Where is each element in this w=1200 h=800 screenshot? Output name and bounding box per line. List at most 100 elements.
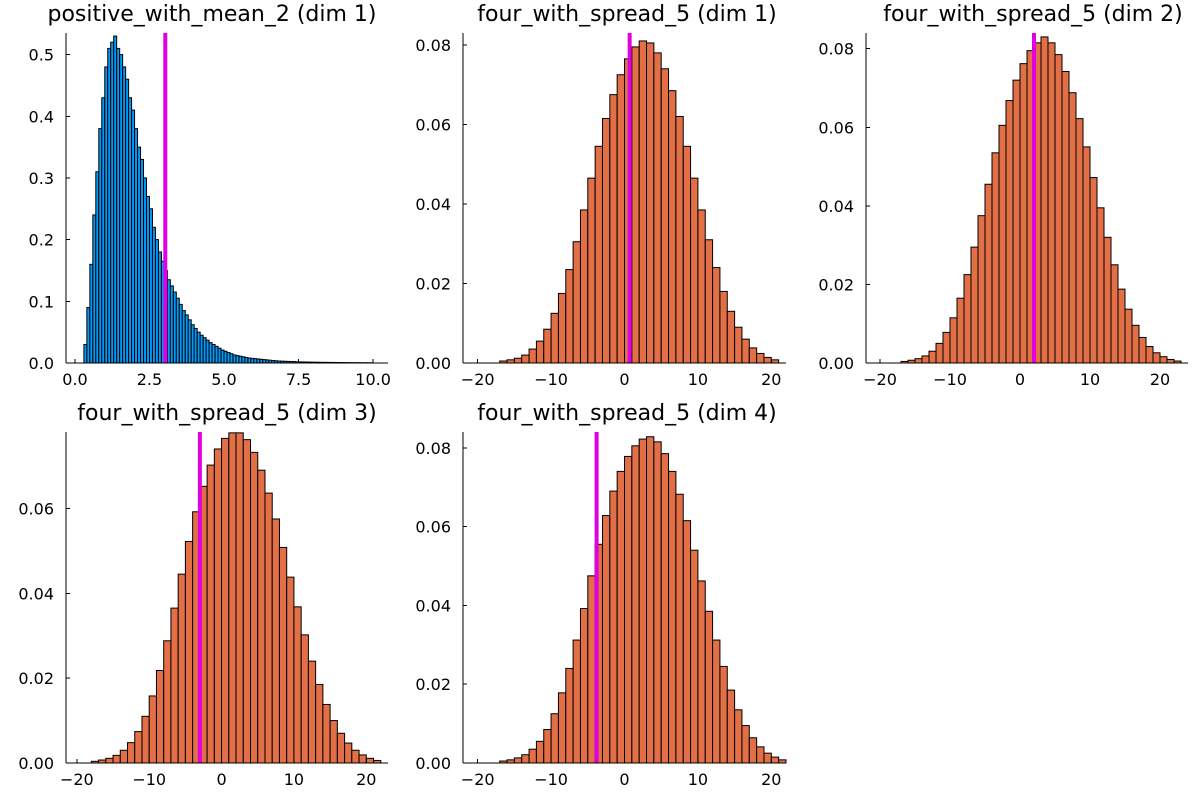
histogram-bar	[1005, 100, 1014, 364]
histogram-bar	[984, 183, 993, 364]
histogram-bar	[668, 90, 677, 364]
histogram-bar	[741, 338, 750, 364]
x-tick-label: 7.5	[286, 370, 311, 389]
histogram-bar	[942, 331, 951, 364]
histogram-panel: −20 −10 0 10 20 0.00 0.02 0.04 0.06 four_with_spr…	[18, 401, 388, 789]
histogram-bar	[344, 742, 353, 764]
histogram-bar	[697, 580, 706, 764]
histogram-bar	[293, 606, 302, 764]
histogram-bar	[741, 725, 750, 764]
histogram-bar	[956, 297, 965, 364]
histogram-bar	[1124, 308, 1133, 364]
histogram-bar	[719, 665, 728, 764]
histogram-bar	[977, 215, 986, 364]
histogram-bar	[609, 94, 618, 364]
histogram-bar	[543, 729, 552, 764]
histogram-bar	[1054, 54, 1063, 364]
histogram-bar	[513, 757, 523, 764]
y-tick-label: 0.02	[415, 274, 451, 293]
histogram-bar	[682, 520, 692, 764]
histogram-bar	[528, 748, 537, 764]
x-tick-label: 0	[619, 370, 629, 389]
x-tick-label: 20	[1150, 370, 1170, 389]
histogram-bar	[521, 754, 530, 764]
histogram-bar	[1117, 288, 1126, 364]
histogram-bar	[572, 639, 581, 764]
histogram-bar	[624, 455, 633, 764]
histogram-bar	[921, 355, 930, 364]
y-tick-label: 0.02	[818, 275, 854, 294]
histogram-bar	[660, 453, 670, 764]
y-tick-label: 0.04	[818, 197, 854, 216]
histogram-bar	[712, 639, 721, 764]
histogram-bar	[148, 695, 157, 764]
y-tick-label: 0.08	[415, 439, 451, 458]
x-tick-label: 0	[216, 770, 226, 789]
histogram-bar	[726, 310, 736, 364]
histogram-bar	[579, 209, 589, 364]
chart-title: four_with_spread_5 (dim 2)	[883, 2, 1183, 27]
histogram-bar	[935, 342, 944, 364]
histogram-bar	[565, 269, 574, 364]
x-tick-label: −20	[461, 370, 495, 389]
histogram-bar	[1082, 146, 1091, 364]
histogram-bar	[351, 749, 360, 764]
histogram-bar	[257, 469, 266, 764]
histogram-bar	[543, 328, 552, 364]
histogram-bar	[1159, 356, 1168, 364]
x-tick-label: 10	[688, 770, 708, 789]
x-tick-label: 10.0	[355, 370, 391, 389]
x-tick-label: 5.0	[211, 370, 236, 389]
histogram-bar	[155, 669, 165, 764]
histogram-bar	[675, 115, 684, 364]
histogram-bar	[1040, 36, 1049, 364]
histogram-panel: −20 −10 0 10 20 0.00 0.02 0.04 0.06 0.08 four_with…	[415, 401, 787, 789]
y-tick-label: 0.4	[29, 107, 54, 126]
histogram-bar	[991, 152, 1000, 364]
histogram-bar	[712, 267, 721, 364]
histogram-bar	[763, 752, 772, 764]
histogram-bar	[1068, 92, 1077, 364]
histogram-bar	[970, 246, 979, 364]
histogram-bar	[704, 239, 714, 364]
x-tick-label: 20	[356, 770, 376, 789]
histogram-bar	[365, 757, 375, 764]
histogram-bar	[734, 326, 743, 364]
histogram-bar	[1152, 352, 1161, 364]
histogram-bar	[177, 573, 186, 764]
histogram-bar	[682, 145, 692, 364]
y-tick-label: 0.06	[18, 499, 54, 518]
histogram-bar	[646, 436, 655, 764]
histogram-bar	[184, 540, 194, 764]
histogram-bar	[358, 754, 367, 764]
histogram-panel: −20 −10 0 10 20 0.00 0.02 0.04 0.06 0.08 four_with…	[415, 2, 786, 389]
histogram-bar	[228, 432, 237, 764]
histogram-bar	[105, 757, 114, 764]
x-tick-label: 0.0	[62, 370, 87, 389]
histogram-bars	[499, 436, 787, 764]
histogram-bars	[83, 35, 374, 364]
histogram-bar	[668, 470, 677, 764]
histogram-bar	[587, 177, 596, 364]
histogram-bar	[572, 241, 581, 364]
histogram-bar	[119, 749, 129, 764]
histogram-bar	[112, 754, 121, 764]
histogram-bar	[513, 357, 523, 364]
histogram-bar	[949, 317, 958, 364]
histogram-bar	[521, 354, 530, 364]
histogram-bar	[271, 518, 280, 764]
y-tick-label: 0.00	[818, 354, 854, 373]
y-tick-label: 0.00	[415, 354, 451, 373]
histogram-bar	[535, 740, 545, 764]
histogram-bar	[141, 715, 150, 764]
y-tick-label: 0.04	[415, 195, 451, 214]
histogram-bar	[1138, 336, 1147, 364]
histogram-bar	[134, 731, 143, 764]
x-tick-label: 10	[284, 770, 304, 789]
x-tick-label: −10	[933, 370, 967, 389]
histogram-bar	[264, 492, 273, 764]
histogram-bar	[579, 608, 589, 764]
histogram-bar	[631, 46, 640, 364]
histogram-bar	[127, 742, 136, 764]
x-tick-label: 20	[761, 770, 781, 789]
